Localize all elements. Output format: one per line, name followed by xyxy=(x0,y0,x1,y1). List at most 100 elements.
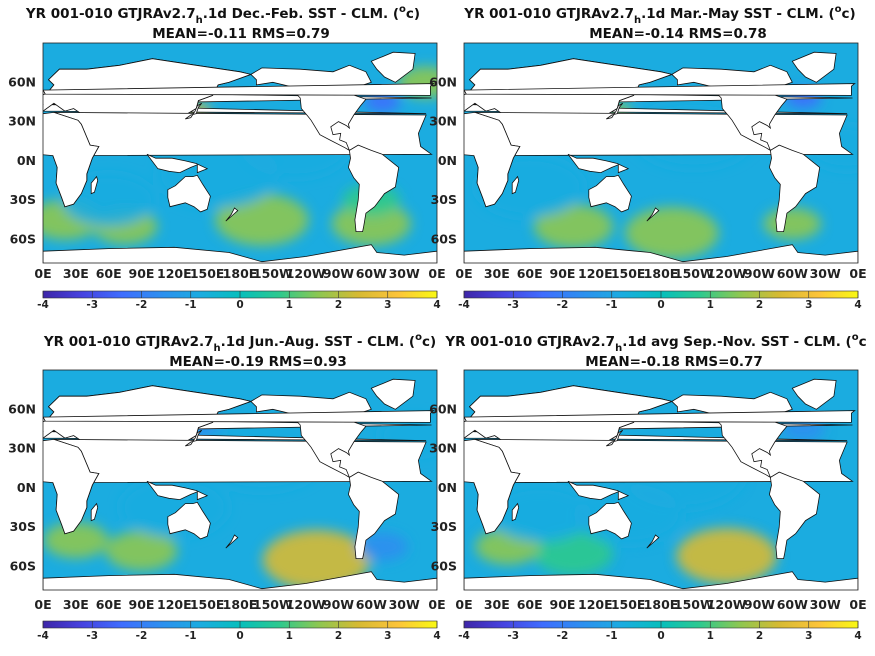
x-tick-label: 120E xyxy=(157,266,192,281)
anomaly-blob xyxy=(676,527,778,584)
colorbar-tick-label: -3 xyxy=(507,299,519,311)
colorbar-tick-label: 0 xyxy=(657,630,664,642)
y-tick-label: 0N xyxy=(438,153,457,168)
land-indonesia xyxy=(567,480,630,501)
title-text: .1d avg Sep.-Nov. SST - CLM. ( xyxy=(622,334,852,350)
anomaly-blob xyxy=(215,193,309,246)
x-tick-label: 90E xyxy=(550,597,576,612)
land-madagascar xyxy=(90,502,99,522)
anomaly-blob xyxy=(61,174,156,227)
land-uk xyxy=(464,410,856,423)
y-tick-label: 30N xyxy=(8,441,36,456)
y-tick-label: 60S xyxy=(10,558,36,573)
x-tick-label: 150W xyxy=(674,266,714,281)
colorbar-tick-label: -1 xyxy=(606,299,618,311)
panel-subtitle: MEAN=-0.14 RMS=0.78 xyxy=(589,26,767,42)
x-tick-label: 0E xyxy=(455,266,472,281)
land-madagascar xyxy=(511,502,520,522)
land-madagascar xyxy=(511,175,520,195)
x-tick-label: 0E xyxy=(428,597,445,612)
y-tick-label: 30S xyxy=(431,519,457,534)
x-tick-label: 120E xyxy=(578,597,613,612)
colorbar-tick-label: 0 xyxy=(657,299,664,311)
x-tick-label: 120W xyxy=(286,266,326,281)
x-tick-label: 180E xyxy=(644,266,679,281)
colorbar-tick-label: 4 xyxy=(433,630,440,642)
colorbar-tick-label: -4 xyxy=(37,299,49,311)
land-new-zealand xyxy=(646,534,660,549)
land-uk xyxy=(43,83,435,96)
land-south-america xyxy=(347,144,400,233)
anomaly-blob xyxy=(781,416,825,441)
y-tick-label: 60S xyxy=(431,231,457,246)
anomaly-blob xyxy=(331,201,411,246)
x-tick-label: 60W xyxy=(777,597,808,612)
x-tick-label: 60W xyxy=(777,266,808,281)
x-tick-label: 0E xyxy=(849,597,866,612)
landmasses xyxy=(43,51,437,263)
land-madagascar xyxy=(90,175,99,195)
y-tick-label: 30S xyxy=(10,192,36,207)
colorbar-tick-label: -1 xyxy=(185,630,197,642)
title-text: c) xyxy=(406,6,420,22)
x-tick-label: 60E xyxy=(96,597,122,612)
colorbar-tick-label: -1 xyxy=(185,299,197,311)
land-uk-wrap xyxy=(43,89,46,95)
x-tick-label: 90W xyxy=(323,266,354,281)
colorbar-tick-label: 1 xyxy=(707,299,714,311)
panel-title: YR 001-010 GTJRAv2.7h.1d Jun.-Aug. SST -… xyxy=(43,332,436,354)
title-subscript: h xyxy=(214,343,221,354)
colorbar-tick-label: -2 xyxy=(136,630,148,642)
land-new-zealand xyxy=(646,207,660,222)
x-tick-label: 120E xyxy=(157,597,192,612)
x-tick-label: 90W xyxy=(323,597,354,612)
land-south-america xyxy=(768,144,821,233)
land-greenland xyxy=(791,378,837,410)
colorbar-tick-label: -3 xyxy=(86,630,98,642)
colorbar-tick-label: 2 xyxy=(335,630,342,642)
x-tick-label: 120W xyxy=(286,597,326,612)
colorbar-tick-label: -3 xyxy=(86,299,98,311)
land-new-zealand xyxy=(225,534,239,549)
land-japan xyxy=(606,102,624,120)
y-tick-label: 30S xyxy=(10,519,36,534)
land-africa-wrap xyxy=(43,438,100,535)
y-tick-label: 0N xyxy=(17,153,36,168)
land-new-zealand xyxy=(225,207,239,222)
x-tick-label: 60E xyxy=(96,266,122,281)
y-tick-label: 60N xyxy=(429,401,457,416)
x-tick-label: 0E xyxy=(849,266,866,281)
x-tick-label: 90E xyxy=(129,597,155,612)
colorbar-tick-label: 3 xyxy=(384,299,391,311)
panel-subtitle: MEAN=-0.18 RMS=0.77 xyxy=(585,354,763,370)
x-tick-label: 180E xyxy=(223,266,258,281)
x-tick-label: 90W xyxy=(744,266,775,281)
x-tick-label: 0E xyxy=(34,597,51,612)
x-tick-label: 150E xyxy=(611,266,646,281)
x-tick-label: 0E xyxy=(428,266,445,281)
land-greenland xyxy=(791,51,837,83)
y-tick-label: 0N xyxy=(438,480,457,495)
panel-subtitle: MEAN=-0.19 RMS=0.93 xyxy=(169,354,347,370)
land-africa-wrap xyxy=(464,111,521,208)
colorbar-tick-label: 4 xyxy=(854,630,861,642)
land-indonesia xyxy=(146,480,209,501)
land-japan xyxy=(185,102,203,120)
land-indonesia xyxy=(567,153,630,174)
land-uk-wrap xyxy=(43,416,46,422)
x-tick-label: 60W xyxy=(356,266,387,281)
x-tick-label: 90W xyxy=(744,597,775,612)
title-text: YR 001-010 GTJRAv2.7 xyxy=(43,334,214,350)
colorbar-tick-label: 0 xyxy=(236,630,243,642)
map-area xyxy=(42,42,438,264)
title-subscript: h xyxy=(634,15,641,26)
panel-3: YR 001-010 GTJRAv2.7h.1d Jun.-Aug. SST -… xyxy=(8,332,445,642)
x-tick-label: 90E xyxy=(129,266,155,281)
title-superscript: o xyxy=(399,4,406,15)
anomaly-blob xyxy=(43,522,109,559)
panel-title: YR 001-010 GTJRAv2.7h.1d Mar.-May SST - … xyxy=(463,4,855,26)
x-tick-label: 30E xyxy=(63,597,89,612)
title-text: c xyxy=(859,334,867,350)
land-antarctica xyxy=(43,244,437,263)
title-subscript: h xyxy=(615,343,622,354)
